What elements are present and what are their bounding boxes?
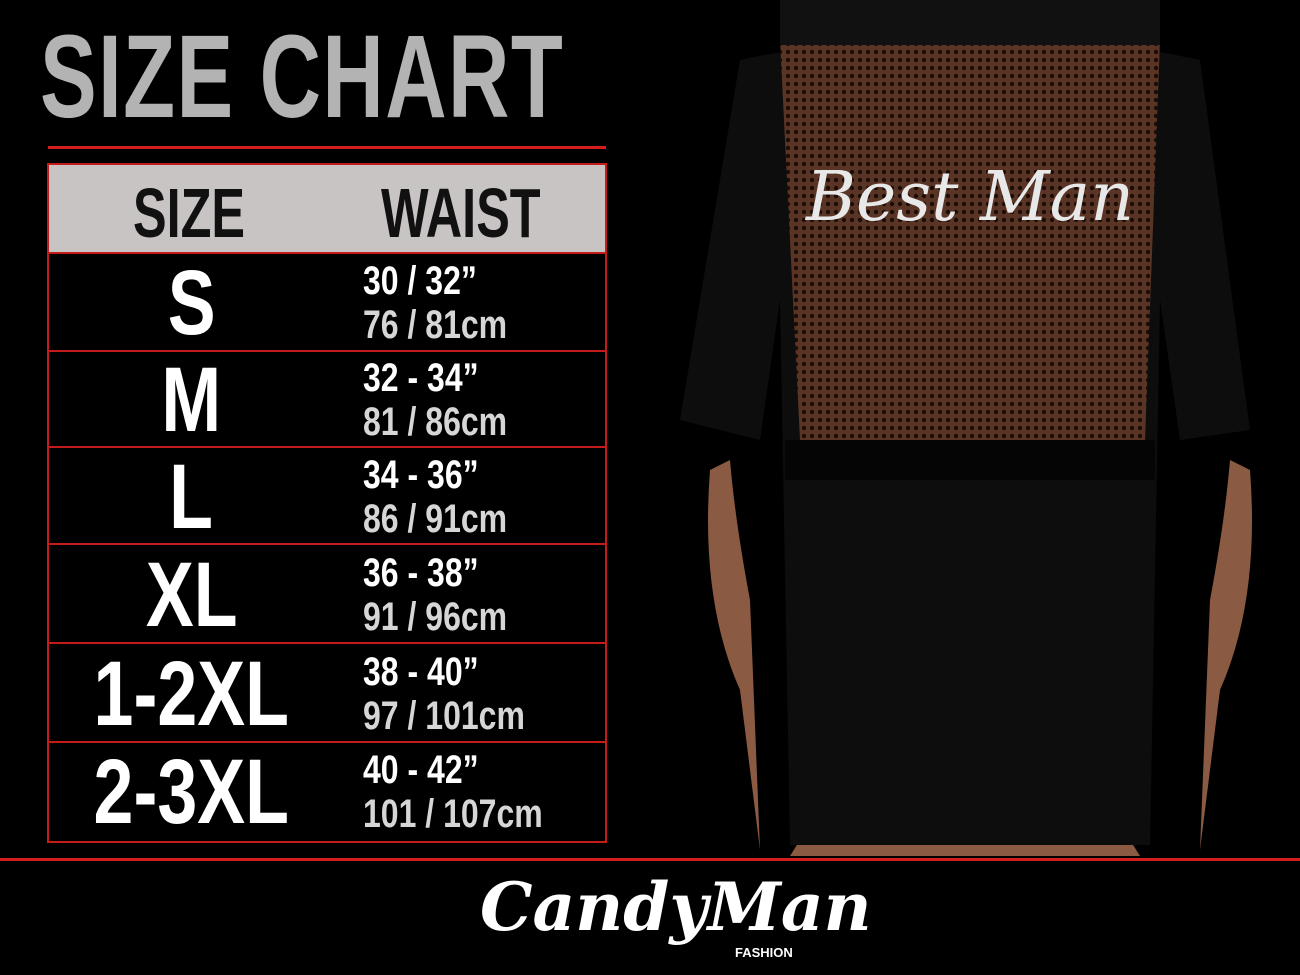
size-label: 2-3XL [49,746,334,838]
brand-logo-sub: FASHION [735,945,793,960]
waist-inches: 34 - 36” [363,452,479,497]
size-label: S [49,257,334,349]
size-label: L [49,451,334,543]
page-title: SIZE CHART [40,11,565,143]
footer-divider [0,858,1300,861]
table-row: 2-3XL 40 - 42” 101 / 107cm [49,743,605,841]
title-divider [48,146,606,149]
waist-cm: 101 / 107cm [363,792,543,836]
table-row: S 30 / 32” 76 / 81cm [49,254,605,352]
waist-cell: 34 - 36” 86 / 91cm [363,453,507,541]
waist-cm: 91 / 96cm [363,594,508,639]
waist-cm: 86 / 91cm [363,496,508,541]
waist-inches: 32 - 34” [363,356,479,400]
size-text: 1-2XL [93,642,290,745]
size-label: XL [49,549,334,641]
size-label: M [49,354,334,446]
waist-inches: 38 - 40” [363,649,479,694]
waist-cell: 30 / 32” 76 / 81cm [363,259,507,347]
waist-cell: 40 - 42” 101 / 107cm [363,748,543,836]
waist-cm: 97 / 101cm [363,693,525,738]
garment-print: Best Man [804,158,1134,237]
size-table: SIZE WAIST S 30 / 32” 76 / 81cm M 32 - 3… [47,163,607,843]
model-photo: Best Man [640,0,1300,856]
waist-cm: 76 / 81cm [363,303,508,347]
size-text: 2-3XL [93,741,290,843]
size-text: XL [145,543,238,646]
table-row: 1-2XL 38 - 40” 97 / 101cm [49,644,605,743]
waist-inches: 40 - 42” [363,748,479,792]
table-row: M 32 - 34” 81 / 86cm [49,352,605,448]
size-text: M [161,349,222,451]
waist-cm: 81 / 86cm [363,400,508,444]
brand-logo: CandyMan [480,868,872,946]
table-row: L 34 - 36” 86 / 91cm [49,448,605,545]
table-header: SIZE WAIST [49,165,605,254]
size-text: S [167,252,216,354]
waist-cell: 32 - 34” 81 / 86cm [363,356,507,444]
header-size: SIZE [133,174,246,252]
waist-inches: 30 / 32” [363,259,477,303]
waist-cell: 38 - 40” 97 / 101cm [363,650,525,738]
header-waist: WAIST [381,174,541,252]
table-row: XL 36 - 38” 91 / 96cm [49,545,605,644]
waist-cell: 36 - 38” 91 / 96cm [363,551,507,639]
size-text: L [169,445,214,548]
waist-inches: 36 - 38” [363,550,479,595]
size-label: 1-2XL [49,648,334,740]
